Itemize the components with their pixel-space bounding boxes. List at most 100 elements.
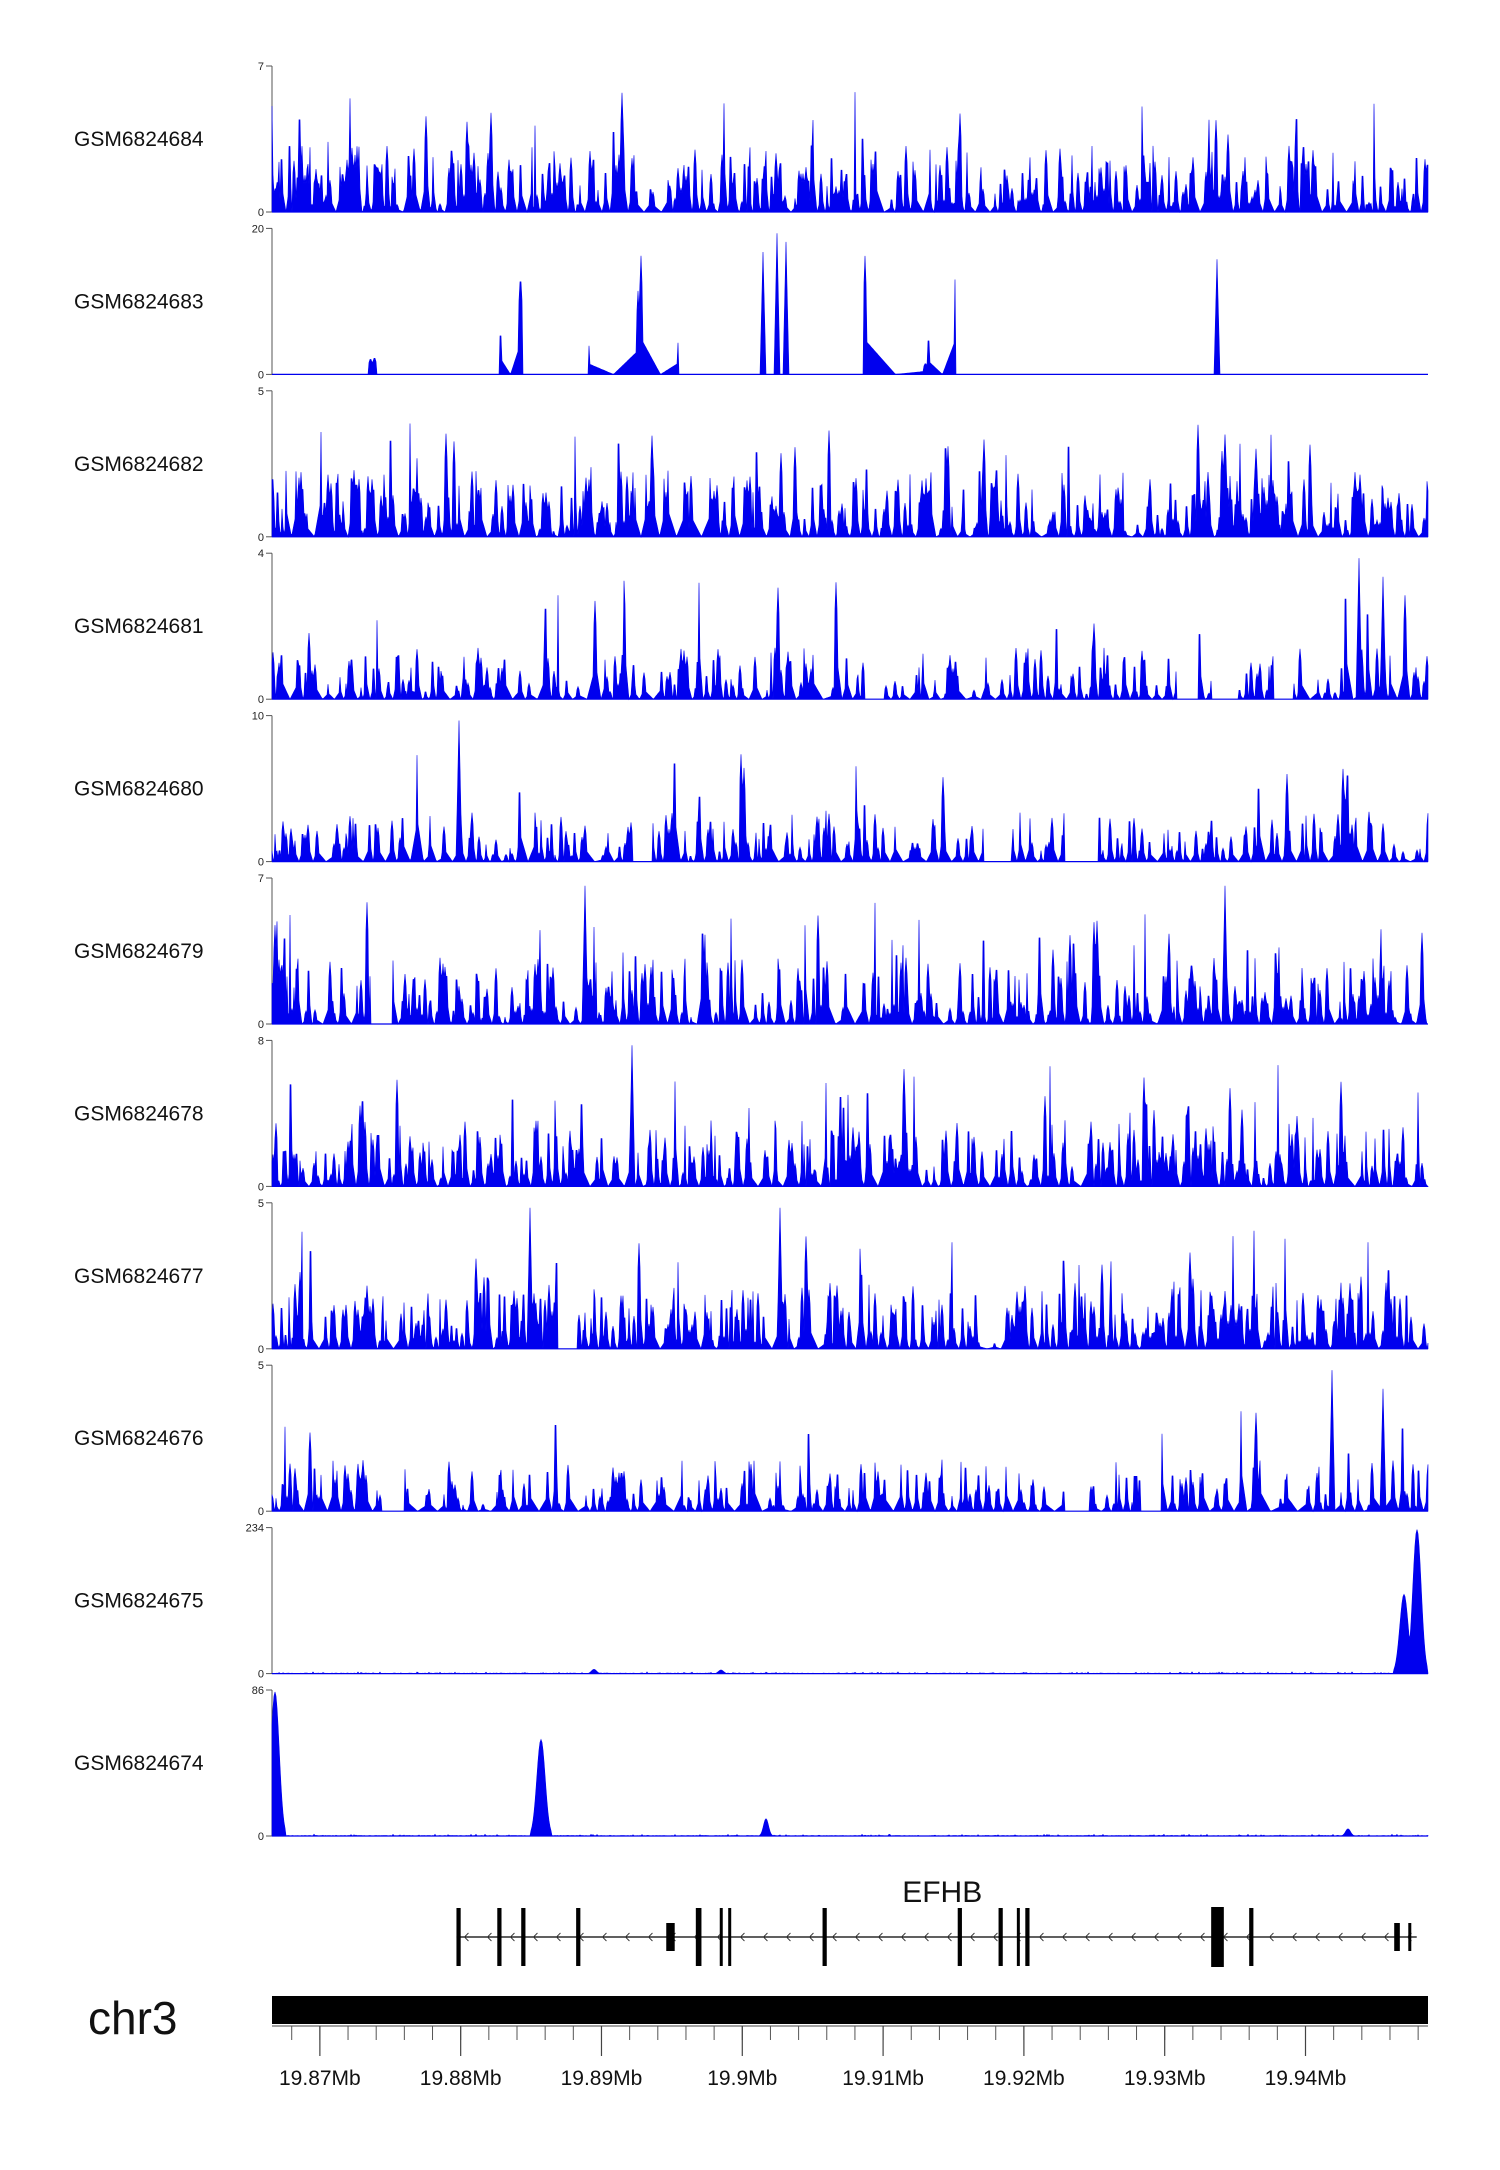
exon — [822, 1908, 827, 1966]
strand-arrow-icon — [762, 1932, 768, 1942]
strand-arrow-icon — [486, 1932, 492, 1942]
track-GSM6824678: GSM6824678 8 0 — [74, 1035, 1429, 1193]
y-min-label: 0 — [258, 1019, 264, 1031]
y-min-label: 0 — [258, 857, 264, 869]
strand-arrow-icon — [601, 1932, 607, 1942]
y-max-label: 234 — [246, 1523, 264, 1535]
signal-area — [271, 423, 1429, 538]
strand-arrow-icon — [532, 1932, 538, 1942]
axis-tick-label: 19.93Mb — [1124, 2067, 1206, 2090]
strand-arrow-icon — [509, 1932, 515, 1942]
track-GSM6824677: GSM6824677 5 0 — [74, 1198, 1429, 1356]
strand-arrow-icon — [1383, 1932, 1389, 1942]
y-min-label: 0 — [258, 1831, 264, 1843]
track-label: GSM6824677 — [74, 1265, 204, 1288]
strand-arrow-icon — [1245, 1932, 1251, 1942]
strand-arrow-icon — [969, 1932, 975, 1942]
gene-label: EFHB — [902, 1876, 982, 1909]
strand-arrow-icon — [1337, 1932, 1343, 1942]
track-label: GSM6824674 — [74, 1752, 204, 1775]
axis-tick-label: 19.89Mb — [561, 2067, 643, 2090]
track-label: GSM6824684 — [74, 128, 204, 151]
y-min-label: 0 — [258, 532, 264, 544]
strand-arrow-icon — [1061, 1932, 1067, 1942]
track-GSM6824681: GSM6824681 4 0 — [74, 548, 1429, 706]
y-min-label: 0 — [258, 207, 264, 219]
track-GSM6824684: GSM6824684 7 0 — [74, 61, 1429, 219]
signal-area — [271, 1691, 1429, 1837]
strand-arrow-icon — [992, 1932, 998, 1942]
y-max-label: 20 — [252, 223, 264, 235]
strand-arrow-icon — [624, 1932, 630, 1942]
strand-arrow-icon — [1153, 1932, 1159, 1942]
chromosome-track: chr3 — [88, 1992, 1428, 2044]
axis-tick-label: 19.9Mb — [707, 2067, 777, 2090]
exon — [728, 1908, 732, 1966]
signal-area — [271, 1529, 1429, 1674]
signal-area — [271, 1370, 1429, 1513]
track-GSM6824680: GSM6824680 10 0 — [74, 711, 1429, 869]
strand-arrow-icon — [1360, 1932, 1366, 1942]
exon — [695, 1908, 702, 1966]
y-min-label: 0 — [258, 1506, 264, 1518]
track-label: GSM6824678 — [74, 1102, 204, 1125]
strand-arrow-icon — [900, 1932, 906, 1942]
y-max-label: 7 — [258, 873, 264, 885]
exon — [576, 1908, 581, 1966]
axis-tick-label: 19.87Mb — [279, 2067, 361, 2090]
signal-area — [271, 1207, 1429, 1350]
strand-arrow-icon — [854, 1932, 860, 1942]
chromosome-label: chr3 — [88, 1992, 177, 2044]
strand-arrow-icon — [1130, 1932, 1136, 1942]
strand-arrow-icon — [1176, 1932, 1182, 1942]
track-GSM6824679: GSM6824679 7 0 — [74, 873, 1428, 1031]
exon — [1016, 1908, 1020, 1966]
signal-area — [271, 558, 1429, 701]
strand-arrow-icon — [463, 1932, 469, 1942]
track-label: GSM6824683 — [74, 290, 204, 313]
exon — [1394, 1923, 1400, 1951]
y-max-label: 8 — [258, 1035, 264, 1047]
track-label: GSM6824675 — [74, 1590, 204, 1613]
strand-arrow-icon — [831, 1932, 837, 1942]
strand-arrow-icon — [647, 1932, 653, 1942]
signal-area — [271, 1045, 1429, 1188]
strand-arrow-icon — [1199, 1932, 1205, 1942]
y-max-label: 86 — [252, 1685, 264, 1697]
exon — [1025, 1908, 1030, 1966]
strand-arrow-icon — [877, 1932, 883, 1942]
axis-tick-label: 19.91Mb — [842, 2067, 924, 2090]
exon — [456, 1908, 461, 1966]
exon — [998, 1908, 1003, 1966]
exon — [1211, 1907, 1224, 1967]
y-min-label: 0 — [258, 369, 264, 381]
y-min-label: 0 — [258, 1181, 264, 1193]
y-max-label: 5 — [258, 1360, 264, 1372]
track-label: GSM6824681 — [74, 615, 204, 638]
y-max-label: 5 — [258, 1198, 264, 1210]
track-GSM6824675: GSM6824675 234 0 — [74, 1523, 1429, 1681]
strand-arrow-icon — [923, 1932, 929, 1942]
exon — [521, 1908, 526, 1966]
exon — [666, 1923, 675, 1951]
strand-arrow-icon — [1291, 1932, 1297, 1942]
exon — [1408, 1923, 1412, 1951]
strand-arrow-icon — [1038, 1932, 1044, 1942]
track-GSM6824674: GSM6824674 86 0 — [74, 1685, 1429, 1843]
exon — [957, 1908, 962, 1966]
strand-arrow-icon — [1107, 1932, 1113, 1942]
strand-arrow-icon — [739, 1932, 745, 1942]
y-min-label: 0 — [258, 1344, 264, 1356]
strand-arrow-icon — [946, 1932, 952, 1942]
signal-area — [271, 720, 1429, 863]
exon — [719, 1908, 723, 1966]
track-GSM6824683: GSM6824683 20 0 — [74, 223, 1428, 381]
track-GSM6824676: GSM6824676 5 0 — [74, 1360, 1429, 1518]
track-GSM6824682: GSM6824682 5 0 — [74, 386, 1429, 544]
y-max-label: 4 — [258, 548, 264, 560]
signal-area — [271, 92, 1429, 214]
axis-tick-label: 19.92Mb — [983, 2067, 1065, 2090]
track-label: GSM6824680 — [74, 778, 204, 801]
strand-arrow-icon — [555, 1932, 561, 1942]
